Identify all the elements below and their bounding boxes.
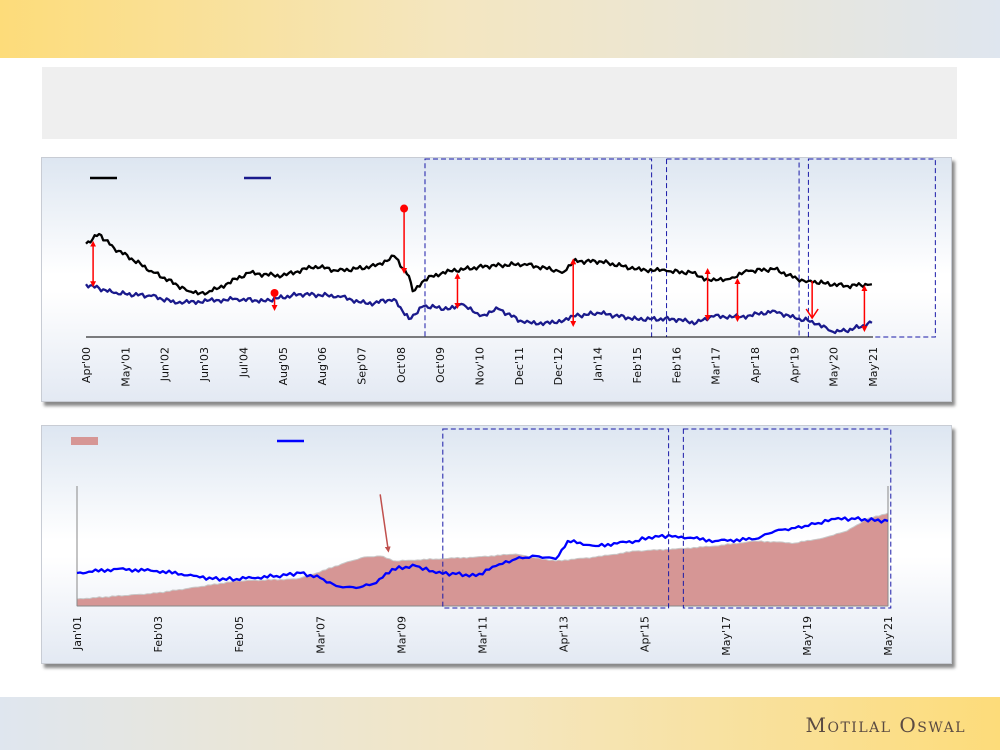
blue-series-line	[76, 516, 889, 590]
area-series	[76, 512, 889, 607]
x-tick-label: Apr'18	[749, 347, 762, 383]
x-tick-label: May'20	[828, 347, 841, 387]
x-tick-label: Dec'12	[552, 347, 565, 385]
x-tick-label: Oct'08	[395, 347, 408, 383]
x-tick-label: Apr'00	[80, 347, 93, 383]
x-tick-label: Dec'11	[513, 347, 526, 385]
x-tick-label: Aug'05	[277, 347, 290, 386]
dashed-period-box-1	[424, 158, 653, 338]
x-tick-label: May'17	[720, 616, 733, 656]
line-chart-top: Apr'00 May'01 Jun'02 Jun'03 Jul'04 Aug'05 Aug'…	[80, 158, 936, 387]
x-tick-label: May'01	[119, 347, 132, 387]
x-tick-label: Jun'03	[198, 347, 211, 382]
x-tick-label: Feb'15	[631, 347, 644, 384]
pointer-arrow	[379, 494, 391, 553]
x-tick-label: Feb'03	[152, 616, 165, 653]
x-tick-label: Mar'09	[395, 616, 408, 654]
x-tick-label: Mar'17	[710, 347, 723, 385]
x-tick-label: Mar'11	[477, 616, 490, 654]
x-tick-label: Aug'06	[316, 347, 329, 386]
x-tick-label: Jul'04	[237, 347, 250, 378]
series-line-2	[85, 283, 873, 335]
dashed-period-box-1	[442, 428, 670, 609]
area-chart-bottom: Jan'01 Feb'03 Feb'05 Mar'07 Mar'09 Mar'11 Apr'…	[71, 428, 895, 656]
x-tick-label: May'19	[801, 616, 814, 656]
x-tick-label: Jan'01	[71, 616, 84, 651]
x-tick-label: Apr'13	[558, 616, 571, 652]
footer-band	[0, 697, 1000, 750]
x-tick-label: Oct'09	[434, 347, 447, 383]
legend-swatch-area	[71, 437, 98, 445]
x-tick-label: May'21	[867, 347, 880, 387]
x-tick-label: Nov'10	[474, 347, 487, 386]
open-arrowhead-8	[805, 308, 819, 320]
x-tick-label: Mar'07	[314, 616, 327, 654]
header-band	[0, 0, 1000, 58]
x-tick-label: Apr'15	[639, 616, 652, 652]
brand-logo: Motilal Oswal	[805, 713, 966, 737]
x-tick-label: Feb'16	[670, 347, 683, 384]
chart-panel-top: Apr'00 May'01 Jun'02 Jun'03 Jul'04 Aug'05 Aug'…	[41, 157, 952, 402]
x-tick-label: May'21	[882, 616, 895, 656]
dashed-period-box-2	[682, 428, 892, 609]
dashed-period-box-3	[807, 158, 936, 338]
title-placeholder-box	[42, 67, 957, 139]
x-tick-label: Jan'14	[592, 347, 605, 382]
chart-panel-bottom: Jan'01 Feb'03 Feb'05 Mar'07 Mar'09 Mar'11 Apr'…	[41, 425, 952, 664]
series-line-1	[85, 232, 873, 296]
x-tick-label: Feb'05	[233, 616, 246, 653]
x-tick-label: Sep'07	[355, 347, 368, 385]
x-tick-label: Jun'02	[159, 347, 172, 382]
x-tick-label: Apr'19	[788, 347, 801, 383]
dashed-period-box-2	[666, 158, 800, 338]
